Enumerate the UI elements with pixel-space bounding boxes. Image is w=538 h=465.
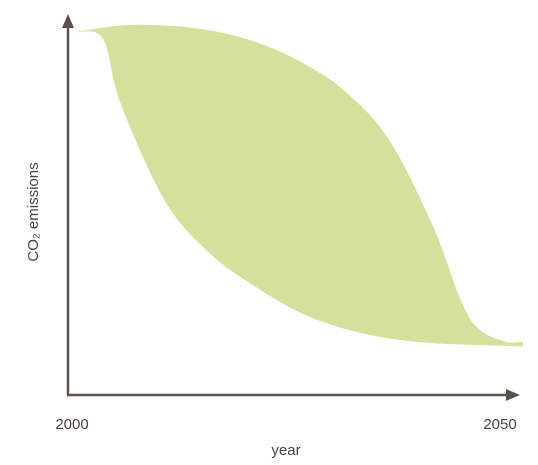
y-axis-title: CO₂ emissions: [25, 162, 42, 261]
x-tick-label-start: 2000: [55, 416, 88, 433]
x-axis-title: year: [271, 442, 300, 459]
y-axis-arrow: [62, 14, 74, 28]
x-axis-arrow: [506, 389, 520, 401]
x-tick-label-end: 2050: [483, 416, 516, 433]
emissions-range-band: [76, 24, 523, 347]
